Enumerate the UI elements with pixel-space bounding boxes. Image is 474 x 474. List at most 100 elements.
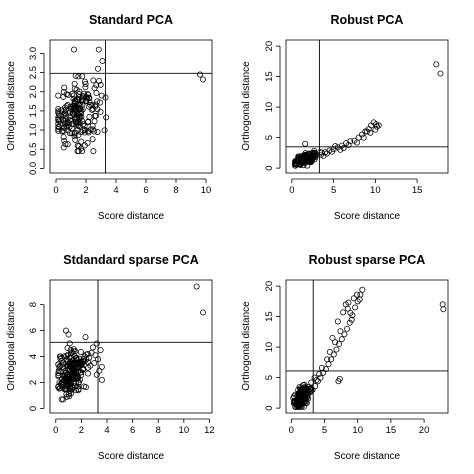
data-point [344, 305, 351, 312]
data-point [311, 374, 318, 381]
data-point [328, 148, 335, 155]
chart-title: Stdandard sparse PCA [63, 253, 198, 267]
x-tick-label: 2 [83, 185, 88, 196]
data-point [324, 356, 331, 363]
data-point [55, 367, 62, 374]
data-point [84, 350, 91, 357]
panel-robust-pca: Robust PCA Score distance Orthogonal dis… [241, 13, 449, 222]
data-point [63, 352, 70, 359]
data-point [103, 114, 110, 121]
data-point [322, 366, 329, 373]
data-point [69, 102, 76, 109]
x-tick-label: 10 [352, 425, 363, 436]
y-tick-label: 1.0 [28, 123, 39, 136]
data-point [80, 383, 87, 390]
data-point [68, 125, 75, 132]
y-tick-label: 1.5 [28, 104, 39, 117]
data-point [374, 123, 380, 130]
data-point [68, 386, 75, 393]
data-point [75, 113, 82, 120]
data-point [302, 395, 309, 402]
data-point [341, 331, 348, 338]
y-tick-label: 15 [264, 311, 275, 322]
x-tick-label: 20 [419, 425, 430, 436]
data-point [55, 383, 62, 390]
x-tick-label: 10 [370, 185, 381, 196]
data-point [78, 145, 85, 152]
data-point [81, 123, 88, 129]
data-point [60, 396, 67, 403]
data-point [74, 122, 81, 129]
data-point [56, 124, 63, 131]
y-tick-label: 5 [264, 375, 275, 380]
data-point [332, 143, 339, 150]
x-tick-label: 8 [173, 185, 178, 196]
data-point [62, 372, 68, 379]
data-point [437, 70, 444, 77]
data-point [72, 72, 79, 79]
panel-standard-sparse-pca: Stdandard sparse PCA Score distance Orth… [6, 253, 215, 462]
data-point [69, 110, 76, 117]
data-point [66, 340, 73, 347]
data-point [318, 364, 325, 371]
data-point [80, 121, 87, 128]
data-point [89, 122, 96, 129]
data-point [81, 142, 88, 149]
data-point [302, 140, 309, 147]
data-point [90, 77, 97, 84]
data-point [99, 58, 106, 65]
plot-frame [49, 39, 213, 174]
data-point [308, 379, 315, 386]
x-axis-label: Score distance [334, 211, 401, 222]
data-point [92, 352, 99, 359]
data-point [312, 383, 319, 390]
data-point [354, 298, 361, 305]
data-point [73, 355, 80, 362]
data-point [82, 94, 89, 101]
data-point [71, 46, 77, 53]
data-point [200, 309, 207, 316]
data-point [301, 392, 308, 399]
data-point [55, 108, 62, 115]
data-point [304, 156, 311, 163]
x-tick-label: 4 [104, 425, 109, 436]
data-point [71, 109, 78, 116]
data-point [73, 374, 80, 380]
data-point [352, 304, 359, 311]
data-point [329, 334, 336, 341]
y-tick-label: 20 [264, 41, 275, 52]
chart-title: Robust sparse PCA [309, 253, 426, 267]
data-point [65, 331, 72, 338]
data-point [98, 363, 105, 370]
data-point [294, 401, 301, 408]
x-tick-label: 12 [204, 425, 215, 436]
x-tick-label: 6 [143, 185, 148, 196]
data-point [55, 372, 62, 379]
data-point [71, 80, 78, 87]
data-point [63, 369, 70, 376]
data-point [347, 138, 354, 145]
data-point [84, 91, 91, 98]
plot-frame [285, 39, 449, 174]
y-axis-label: Orthogonal distance [6, 61, 17, 151]
x-tick-label: 4 [113, 185, 118, 196]
data-point [55, 116, 62, 123]
data-point [78, 138, 85, 145]
data-point [297, 155, 304, 162]
data-point [55, 105, 62, 112]
data-point [61, 353, 68, 360]
data-point [97, 347, 104, 354]
data-point [86, 99, 93, 106]
data-point [98, 92, 105, 99]
data-point [337, 328, 344, 335]
data-point [61, 107, 68, 114]
data-point [93, 371, 100, 378]
data-point [95, 46, 102, 53]
data-point [76, 363, 83, 370]
data-point [79, 106, 86, 113]
y-tick-label: 5 [264, 135, 275, 140]
x-tick-label: 2 [79, 425, 84, 436]
data-point [311, 149, 318, 156]
data-point [334, 318, 341, 325]
data-point [64, 345, 71, 352]
